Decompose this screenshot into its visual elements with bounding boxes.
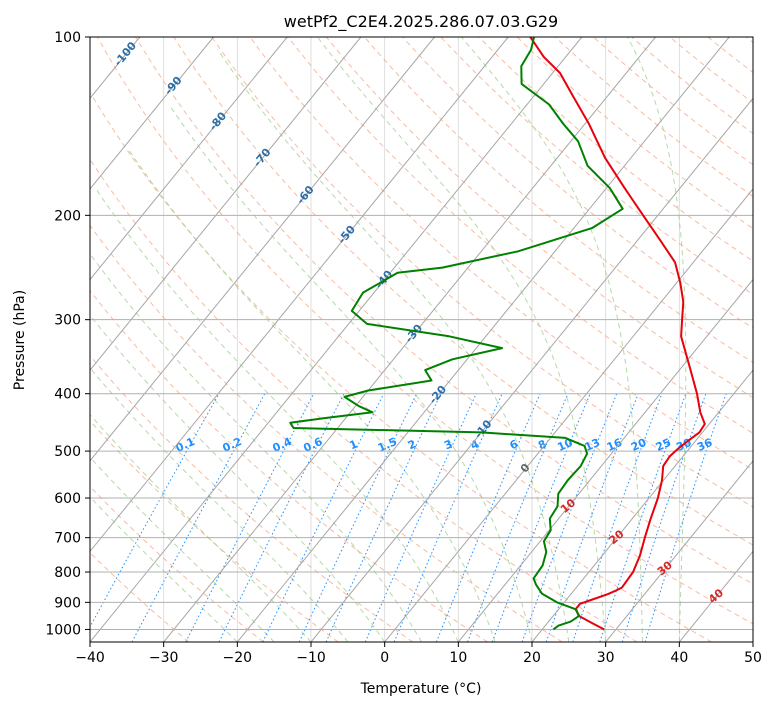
x-tick-label: 50 — [744, 650, 762, 666]
x-tick-label: 20 — [523, 650, 541, 666]
y-tick-label: 900 — [54, 595, 81, 611]
y-tick-label: 500 — [54, 444, 81, 460]
x-tick-label: 40 — [670, 650, 688, 666]
y-tick-label: 200 — [54, 208, 81, 224]
x-tick-label: 30 — [597, 650, 615, 666]
y-tick-label: 800 — [54, 565, 81, 581]
x-tick-label: −10 — [296, 650, 326, 666]
y-tick-label: 600 — [54, 491, 81, 507]
x-tick-label: −40 — [75, 650, 105, 666]
x-tick-label: 0 — [380, 650, 389, 666]
x-axis-label: Temperature (°C) — [360, 681, 482, 697]
y-axis-label: Pressure (hPa) — [12, 290, 28, 390]
chart-title: wetPf2_C2E4.2025.286.07.03.G29 — [284, 12, 558, 32]
y-tick-label: 100 — [54, 30, 81, 46]
x-tick-label: 10 — [449, 650, 467, 666]
x-tick-label: −20 — [223, 650, 253, 666]
y-tick-label: 300 — [54, 313, 81, 329]
y-tick-label: 1000 — [45, 622, 81, 638]
y-tick-label: 700 — [54, 531, 81, 547]
y-tick-label: 400 — [54, 387, 81, 403]
x-tick-label: −30 — [149, 650, 179, 666]
